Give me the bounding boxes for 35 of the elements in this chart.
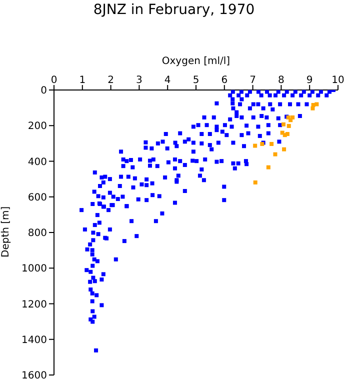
point — [270, 142, 274, 146]
x-tick-label: 0 — [50, 75, 58, 86]
x-tick-label: 4 — [164, 75, 171, 86]
point — [314, 102, 319, 106]
point — [282, 147, 286, 152]
y-axis-title: Depth [m] — [0, 206, 12, 258]
x-tick-label: 8 — [278, 75, 284, 86]
x-tick-label: 10 — [332, 75, 344, 86]
point — [310, 106, 315, 110]
y-tick-label: 1200 — [22, 299, 47, 310]
y-tick-label: 600 — [28, 192, 47, 204]
point — [266, 165, 270, 170]
point — [285, 132, 290, 136]
x-tick-label: 2 — [108, 75, 114, 86]
y-tick-label: 1000 — [22, 264, 47, 275]
y-tick-label: 1400 — [22, 334, 47, 346]
point — [273, 152, 278, 156]
point — [281, 122, 286, 126]
point — [288, 118, 293, 122]
x-tick-label: 6 — [221, 75, 228, 86]
x-tick-label: 1 — [79, 75, 86, 86]
point — [253, 180, 258, 184]
x-tick-label: 9 — [306, 75, 313, 86]
x-tick-label: 7 — [250, 75, 256, 86]
y-tick-label: 0 — [40, 86, 47, 97]
y-tick-label: 800 — [28, 228, 47, 240]
y-tick-label: 200 — [28, 121, 47, 132]
x-tick-label: 3 — [136, 75, 142, 86]
y-tick-label: 400 — [28, 156, 47, 168]
y-tick-label: 1600 — [22, 370, 47, 382]
x-tick-label: 5 — [192, 75, 200, 86]
point — [286, 124, 291, 128]
chart-title: 8JNZ in February, 1970 — [92, 2, 256, 18]
x-axis-title: Oxygen [ml/l] — [162, 56, 230, 68]
point — [253, 144, 258, 148]
